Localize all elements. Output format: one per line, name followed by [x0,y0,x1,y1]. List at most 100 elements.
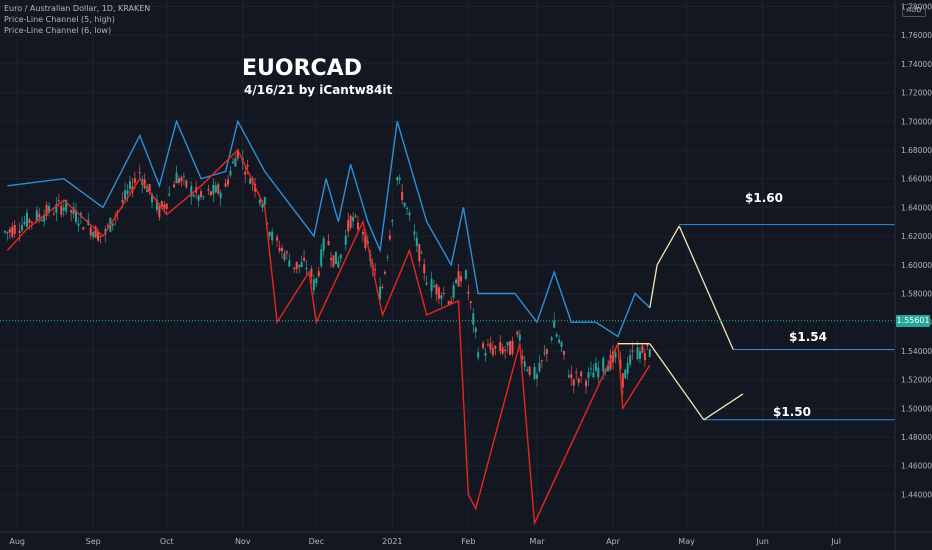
candle-body [433,285,436,288]
candle-body [474,327,477,333]
candle-body [533,367,536,379]
candle-body [638,351,641,359]
candle-body [511,340,514,354]
high-channel-line [7,119,651,338]
candle-body [602,357,605,372]
candle-body [163,204,166,209]
candle-body [580,371,583,377]
candle-body [219,192,222,198]
y-tick-label: 1.58000 [901,289,932,298]
candle-body [271,231,274,241]
candle-body [89,227,92,236]
candle-body [258,199,261,204]
candle-body [332,255,335,267]
candle-body [406,208,409,210]
candle-body [575,371,578,373]
candle-body [62,207,65,211]
candle-body [383,271,386,274]
candle-body [165,203,168,209]
candle-body [330,258,333,261]
candle-body [420,252,423,254]
forecast-segment [678,225,734,350]
candle-body [128,181,131,189]
candle-body [457,271,460,287]
candle-body [283,253,286,261]
candle-body [437,287,440,299]
candle-body [349,215,352,228]
candle-body [450,301,453,304]
candle-body [352,216,355,222]
candle-body [106,225,109,227]
low-channel-line [6,148,651,526]
candle-body [280,248,283,252]
candle-body [190,186,193,197]
legend-indicator-high[interactable]: Price-Line Channel (5, high) [4,15,115,24]
last-price-label: 1.55601 [896,315,930,327]
candle-body [322,238,325,251]
y-tick-label: 1.70000 [901,117,932,126]
candle-body [631,350,634,352]
y-tick-label: 1.68000 [901,146,932,155]
candle-body [361,231,364,235]
legend-symbol[interactable]: Euro / Australian Dollar, 1D, KRAKEN [4,4,151,13]
candle-body [263,197,266,205]
y-tick-label: 1.66000 [901,175,932,184]
chart-subtitle: 4/16/21 by iCantw84it [244,83,393,97]
candle-body [45,204,48,216]
candle-body [28,219,31,223]
forecast-segment [649,343,705,421]
candle-body [55,204,58,213]
candle-body [491,348,494,355]
candle-body [77,223,80,226]
candle-body [435,284,438,295]
candle-body [72,207,75,215]
legend-indicator-low[interactable]: Price-Line Channel (6, low) [4,26,112,35]
candle-body [75,210,78,223]
candle-body [442,293,445,295]
candle-body [452,285,455,298]
candle-body [560,341,563,347]
candle-body [339,254,342,259]
currency-unit-badge[interactable]: AUD [902,4,926,17]
candle-body [612,351,615,363]
target-label-150: $1.50 [773,405,811,419]
candle-body [472,313,475,325]
candle-body [3,231,6,233]
target-label-160: $1.60 [745,191,783,205]
candle-body [415,237,418,246]
candle-body [396,177,399,181]
candle-body [303,257,306,261]
candle-body [148,183,151,192]
candle-body [499,342,502,352]
candle-body [202,196,205,198]
time-axis[interactable]: Aug Sep Oct Nov Dec 2021 Feb Mar Apr May Jun Jul [9,537,841,546]
candle-body [266,223,269,225]
candle-body [347,220,350,232]
candle-body [489,343,492,350]
candle-body [310,268,313,277]
candle-body [300,262,303,268]
candle-body [555,334,558,337]
x-tick-label: Dec [309,537,324,546]
y-tick-label: 1.60000 [901,261,932,270]
candle-body [207,189,210,191]
candle-body [268,232,271,236]
candle-body [285,251,288,254]
candle-body [594,363,597,372]
candle-body [577,378,580,383]
candle-body [391,219,394,222]
candle-body [486,344,489,346]
candle-body [629,355,632,365]
candle-body [99,235,102,237]
candle-body [295,261,298,269]
candle-body [597,367,600,378]
candle-body [521,355,524,360]
x-tick-label: Apr [606,537,621,546]
forecast-segment [703,393,744,421]
candle-body [646,344,649,347]
candle-body [624,369,627,379]
candle-body [92,232,95,238]
candle-body [94,226,97,238]
candle-body [278,247,281,252]
